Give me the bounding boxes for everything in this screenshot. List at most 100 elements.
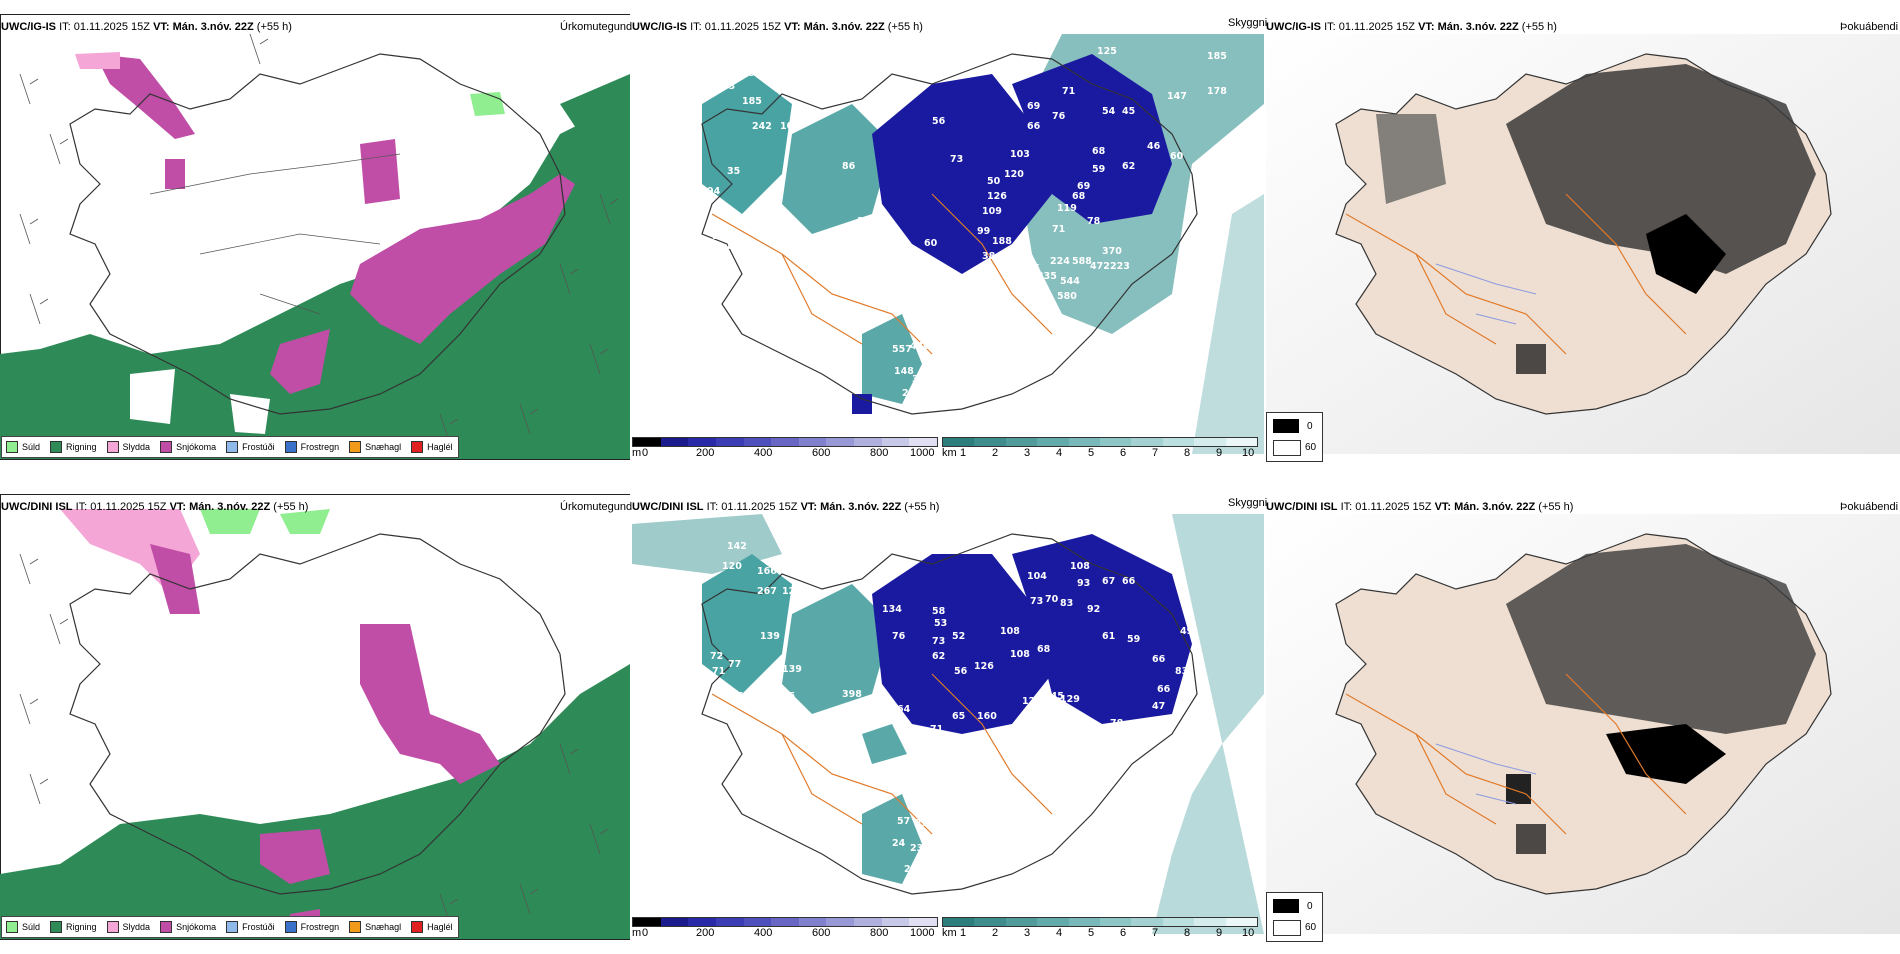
cloud-base-label: 160: [977, 711, 997, 722]
cloud-base-label: 62: [932, 651, 945, 662]
colorbar-tick: 1000: [910, 927, 935, 939]
cloud-base-label: 93: [722, 81, 735, 92]
cloud-base-label: 235: [910, 843, 930, 854]
lead-time: (+55 h): [1538, 501, 1574, 513]
colorbar-tick: 5: [1088, 447, 1095, 459]
legend-swatch: [6, 921, 18, 933]
cloud-base-labels: 125 185 93 195 185 147 178 242 104 71 54…: [647, 46, 1227, 399]
cloudbase-colorbar-strip: [632, 917, 938, 927]
colorbar-tick: 800: [870, 927, 889, 939]
panel-title: Þokuábendi: [1840, 501, 1899, 513]
fog-legend-light-label: 60: [1305, 442, 1317, 453]
cloud-base-label: 70: [1045, 594, 1059, 605]
it-label: IT:: [1340, 501, 1353, 513]
it-label: IT:: [706, 501, 719, 513]
lead-time: (+55 h): [256, 21, 292, 33]
lead-time: (+55 h): [1521, 21, 1557, 33]
panel-title: Þokuábendi: [1840, 21, 1899, 33]
it-label: IT:: [690, 21, 702, 33]
panel-title: Skyggni: [1228, 17, 1268, 29]
colorbar-tick: 8: [1184, 927, 1191, 939]
cloud-base-label: 78: [1110, 718, 1124, 729]
panel-header: UWC/IG-IS IT: 01.11.2025 15Z VT: Mán. 3.…: [1, 20, 292, 34]
precip-type-map-panel: Súld Rigning Slydda Snjókoma Frostúði Fr…: [0, 14, 630, 474]
cloud-base-label: 224: [1050, 256, 1070, 267]
cloud-base-label: 71: [930, 724, 943, 735]
fog-legend-dark-swatch: [1273, 899, 1299, 913]
cloud-base-label: 129: [1060, 694, 1080, 705]
it-value: 01.11.2025 15Z: [721, 501, 798, 513]
colorbar-tick: 800: [870, 447, 889, 459]
model-name: UWC/IG-IS: [632, 21, 687, 33]
it-label: IT:: [1324, 21, 1336, 33]
colorbar-tick: 6: [1120, 927, 1127, 939]
cloudbase-colorbar: m 0 200 400 600 800 1000: [632, 915, 942, 943]
legend-item: Haglél: [411, 441, 453, 453]
legend-label: Snæhagl: [365, 922, 402, 932]
cloud-base-label: 301: [912, 374, 932, 385]
legend-item: Snjókoma: [160, 441, 216, 453]
colorbar-tick: 3: [1024, 927, 1031, 939]
cloud-base-label: 61: [1102, 631, 1115, 642]
legend-label: Haglél: [427, 442, 453, 452]
colorbar-tick: 4: [1056, 447, 1063, 459]
colorbar-tick: 5: [1088, 927, 1095, 939]
panel-header: UWC/DINI ISL IT: 01.11.2025 15Z VT: Mán.…: [1, 500, 308, 514]
cloud-base-label: 69: [1077, 181, 1090, 192]
cloud-base-label: 335: [1037, 271, 1057, 282]
legend-swatch: [349, 441, 362, 453]
model-name: UWC/DINI ISL: [1, 501, 73, 513]
it-value: 01.11.2025 15Z: [90, 501, 167, 513]
cloud-base-label: 73: [950, 154, 963, 165]
fog-legend-light-label: 60: [1305, 922, 1317, 933]
cloudbase-colorbar: m 0 200 400 600 800 1000: [632, 435, 942, 463]
visibility-colorbar-strip: [942, 917, 1258, 927]
cloud-base-label: 71: [1062, 86, 1075, 97]
cloud-base-label: 315: [857, 216, 877, 227]
cloud-base-label: 223: [1110, 261, 1130, 272]
precip-type-map: [0, 14, 630, 460]
colorbar-tick: 9: [1216, 447, 1223, 459]
cloud-base-label: 67: [1102, 576, 1115, 587]
legend-label: Súld: [22, 922, 41, 932]
legend-swatch: [50, 921, 63, 933]
legend-swatch: [411, 441, 424, 453]
fog-legend-dark-label: 0: [1307, 901, 1313, 912]
cloud-base-label: 470: [910, 341, 930, 352]
cloud-base-label: 54: [1102, 106, 1116, 117]
legend-label: Haglél: [427, 922, 453, 932]
vt-label: VT:: [784, 21, 801, 33]
cloud-base-label: 557: [892, 344, 912, 355]
colorbar-unit: km: [942, 447, 957, 459]
panel-title: Úrkomutegund: [560, 501, 633, 513]
colorbar-tick: 0: [642, 927, 649, 939]
legend-label: Frostúði: [242, 442, 275, 452]
legend-swatch: [226, 921, 239, 933]
cloud-base-label: 77: [1040, 728, 1053, 739]
legend-item: Rigning: [50, 921, 97, 933]
legend-item: Slydda: [106, 441, 150, 453]
cloud-base-label: 275: [1020, 263, 1040, 274]
cloud-base-label: 60: [1170, 151, 1184, 162]
legend-item: Haglél: [411, 921, 453, 933]
cloud-base-label: 50: [647, 241, 661, 252]
fog-legend-light-swatch: [1273, 920, 1301, 936]
cloud-base-label: 119: [1057, 203, 1077, 214]
cloud-base-label: 68: [1092, 146, 1106, 157]
cloud-base-label: 58: [932, 606, 946, 617]
cloud-base-label: 580: [1057, 291, 1077, 302]
cloud-base-label: 49: [1180, 626, 1193, 637]
fog-legend: 0 60: [1266, 412, 1323, 462]
cloud-base-label: 398: [842, 689, 862, 700]
cloud-base-label: 55: [737, 691, 750, 702]
vt-value: Mán. 3.nóv. 22Z: [1454, 501, 1536, 513]
cloud-base-label: 148: [894, 366, 914, 377]
panel-title: Úrkomutegund: [560, 21, 633, 33]
cloud-base-label: 109: [982, 206, 1002, 217]
cloud-base-label: 66: [1152, 654, 1166, 665]
cloud-base-label: 170: [1095, 746, 1115, 757]
precip-type-map: [0, 494, 630, 940]
cloud-base-label: 108: [1000, 626, 1020, 637]
legend-item: Rigning: [50, 441, 97, 453]
cloudbase-visibility-map: 142 120 166 267 129 108 93 67 66 104 73 …: [632, 514, 1264, 934]
